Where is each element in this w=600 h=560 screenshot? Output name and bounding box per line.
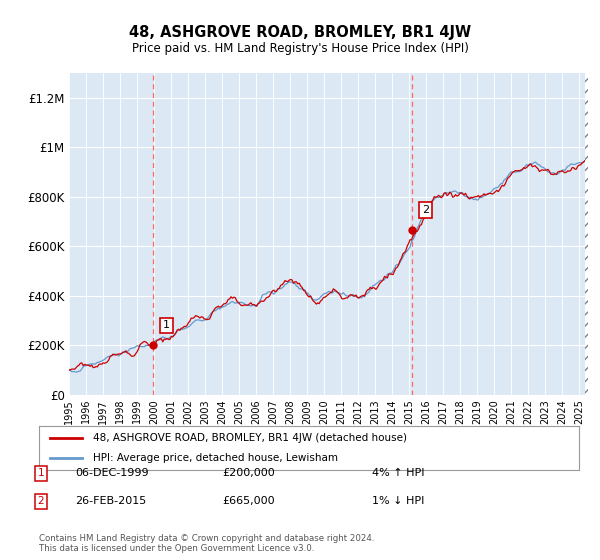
Text: 06-DEC-1999: 06-DEC-1999	[75, 468, 149, 478]
Text: 2: 2	[37, 496, 44, 506]
Text: 48, ASHGROVE ROAD, BROMLEY, BR1 4JW: 48, ASHGROVE ROAD, BROMLEY, BR1 4JW	[129, 25, 471, 40]
Text: 2: 2	[422, 206, 429, 215]
Text: £200,000: £200,000	[222, 468, 275, 478]
Text: Price paid vs. HM Land Registry's House Price Index (HPI): Price paid vs. HM Land Registry's House …	[131, 42, 469, 55]
Text: 4% ↑ HPI: 4% ↑ HPI	[372, 468, 425, 478]
Text: HPI: Average price, detached house, Lewisham: HPI: Average price, detached house, Lewi…	[93, 453, 338, 463]
Text: Contains HM Land Registry data © Crown copyright and database right 2024.
This d: Contains HM Land Registry data © Crown c…	[39, 534, 374, 553]
Text: 48, ASHGROVE ROAD, BROMLEY, BR1 4JW (detached house): 48, ASHGROVE ROAD, BROMLEY, BR1 4JW (det…	[93, 433, 407, 443]
Text: 1: 1	[163, 320, 170, 330]
Text: £665,000: £665,000	[222, 496, 275, 506]
Text: 1: 1	[37, 468, 44, 478]
Text: 1% ↓ HPI: 1% ↓ HPI	[372, 496, 424, 506]
Text: 26-FEB-2015: 26-FEB-2015	[75, 496, 146, 506]
